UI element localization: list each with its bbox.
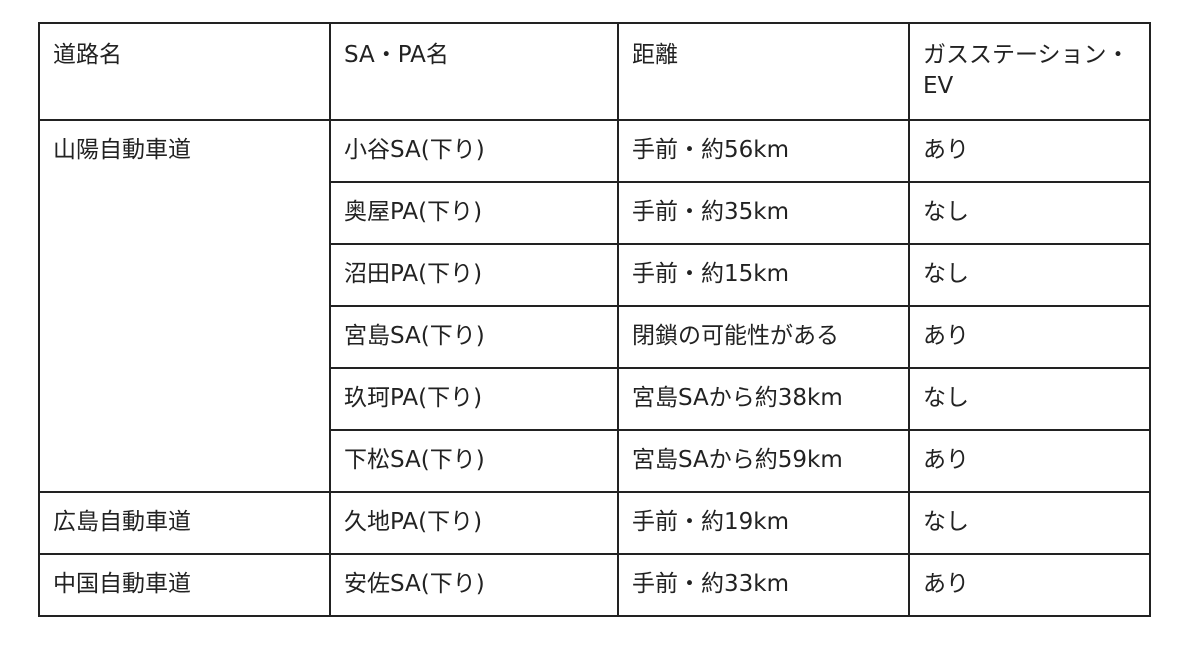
gas-ev-cell: なし	[908, 491, 1151, 555]
sapa-name-cell: 下松SA(下り)	[329, 429, 619, 493]
header-gas-ev: ガスステーション・EV	[908, 22, 1151, 121]
sa-pa-table: 道路名 SA・PA名 距離 ガスステーション・EV 山陽自動車道 小谷SA(下り)…	[38, 22, 1151, 617]
header-distance: 距離	[617, 22, 910, 121]
table-row: 奥屋PA(下り) 手前・約35km なし	[39, 181, 1151, 245]
road-name-cell: 広島自動車道	[38, 491, 331, 555]
sapa-name-cell: 沼田PA(下り)	[329, 243, 619, 307]
sapa-name-cell: 安佐SA(下り)	[329, 553, 619, 617]
gas-ev-cell: あり	[908, 305, 1151, 369]
distance-cell: 手前・約35km	[617, 181, 910, 245]
table-row: 山陽自動車道 小谷SA(下り) 手前・約56km あり	[38, 119, 1151, 493]
gas-ev-cell: あり	[908, 429, 1151, 493]
table-row: 下松SA(下り) 宮島SAから約59km あり	[39, 429, 1151, 493]
gas-ev-cell: あり	[908, 553, 1151, 617]
distance-cell: 手前・約15km	[617, 243, 910, 307]
gas-ev-cell: あり	[908, 119, 1151, 183]
gas-ev-cell: なし	[908, 243, 1151, 307]
distance-cell: 手前・約33km	[617, 553, 910, 617]
distance-cell: 手前・約19km	[617, 491, 910, 555]
distance-cell: 宮島SAから約38km	[617, 367, 910, 431]
sapa-name-cell: 小谷SA(下り)	[329, 119, 619, 183]
sapa-name-cell: 奥屋PA(下り)	[329, 181, 619, 245]
gas-ev-cell: なし	[908, 367, 1151, 431]
table-row: 中国自動車道 安佐SA(下り) 手前・約33km あり	[38, 553, 1151, 617]
sapa-name-cell: 玖珂PA(下り)	[329, 367, 619, 431]
sapa-name-cell: 宮島SA(下り)	[329, 305, 619, 369]
table-row: 沼田PA(下り) 手前・約15km なし	[39, 243, 1151, 307]
header-road: 道路名	[38, 22, 331, 121]
distance-cell: 閉鎖の可能性がある	[617, 305, 910, 369]
distance-cell: 手前・約56km	[617, 119, 910, 183]
sapa-name-cell: 久地PA(下り)	[329, 491, 619, 555]
gas-ev-cell: なし	[908, 181, 1151, 245]
table-row: 宮島SA(下り) 閉鎖の可能性がある あり	[39, 305, 1151, 369]
distance-cell: 宮島SAから約59km	[617, 429, 910, 493]
table-row: 玖珂PA(下り) 宮島SAから約38km なし	[39, 367, 1151, 431]
header-sapa-name: SA・PA名	[329, 22, 619, 121]
header-row: 道路名 SA・PA名 距離 ガスステーション・EV	[38, 22, 1151, 121]
table-row: 広島自動車道 久地PA(下り) 手前・約19km なし	[38, 491, 1151, 555]
road-name-cell: 山陽自動車道	[38, 119, 331, 493]
road-name-cell: 中国自動車道	[38, 553, 331, 617]
